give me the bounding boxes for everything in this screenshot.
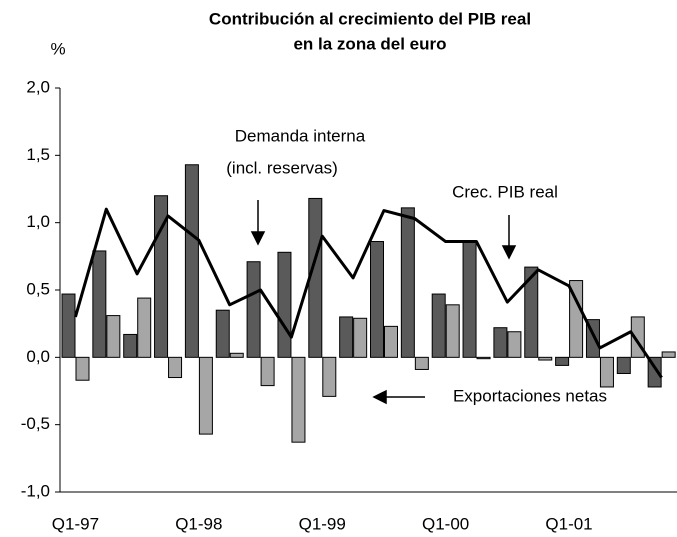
bar [215, 309, 230, 358]
annotation: (incl. reservas) [226, 158, 337, 177]
bar [493, 327, 508, 358]
bar [384, 325, 398, 358]
y-tick-label: 0,0 [26, 347, 50, 366]
bar [246, 261, 261, 358]
y-tick-label: 1,0 [26, 212, 50, 231]
y-tick-label: -0,5 [21, 414, 50, 433]
x-tick-label: Q1-97 [52, 514, 99, 533]
bar [277, 251, 292, 358]
bar [616, 356, 631, 374]
bar [260, 356, 275, 387]
line [73, 207, 663, 379]
chart-title: Contribución al crecimiento del PIB real [209, 9, 531, 28]
annotation: Demanda interna [235, 126, 366, 145]
bar [339, 316, 354, 358]
bar [431, 293, 446, 358]
bar [137, 297, 152, 358]
bar [414, 356, 429, 370]
bar [370, 241, 384, 358]
bar [106, 315, 121, 358]
y-tick-label: -1,0 [21, 481, 50, 500]
bar [445, 304, 460, 358]
bar [75, 356, 90, 381]
bar [507, 331, 522, 358]
bar [168, 356, 183, 379]
bar [476, 356, 491, 360]
x-tick-label: Q1-99 [299, 514, 346, 533]
y-tick-label: 2,0 [26, 77, 50, 96]
bar [92, 250, 107, 358]
bar [353, 317, 368, 358]
y-unit: % [50, 39, 65, 58]
x-tick-label: Q1-01 [545, 514, 592, 533]
annotation: Exportaciones netas [453, 386, 607, 405]
bar [599, 356, 614, 388]
bar [123, 333, 138, 358]
bar [322, 356, 337, 397]
bar [661, 351, 676, 358]
bar [555, 356, 570, 366]
bar [462, 241, 477, 358]
bar [291, 356, 306, 443]
bar [61, 293, 76, 358]
bar [538, 356, 553, 361]
bar [184, 164, 199, 358]
y-tick-label: 1,5 [26, 145, 50, 164]
chart-title: en la zona del euro [293, 34, 446, 53]
bar [229, 352, 244, 358]
x-tick-label: Q1-00 [422, 514, 469, 533]
annotation: Crec. PIB real [452, 182, 558, 201]
bar [569, 280, 584, 358]
x-tick-label: Q1-98 [175, 514, 222, 533]
arrows [250, 200, 517, 405]
y-tick-label: 0,5 [26, 279, 50, 298]
bar [524, 266, 539, 358]
bar [400, 207, 415, 358]
bar [198, 356, 213, 435]
